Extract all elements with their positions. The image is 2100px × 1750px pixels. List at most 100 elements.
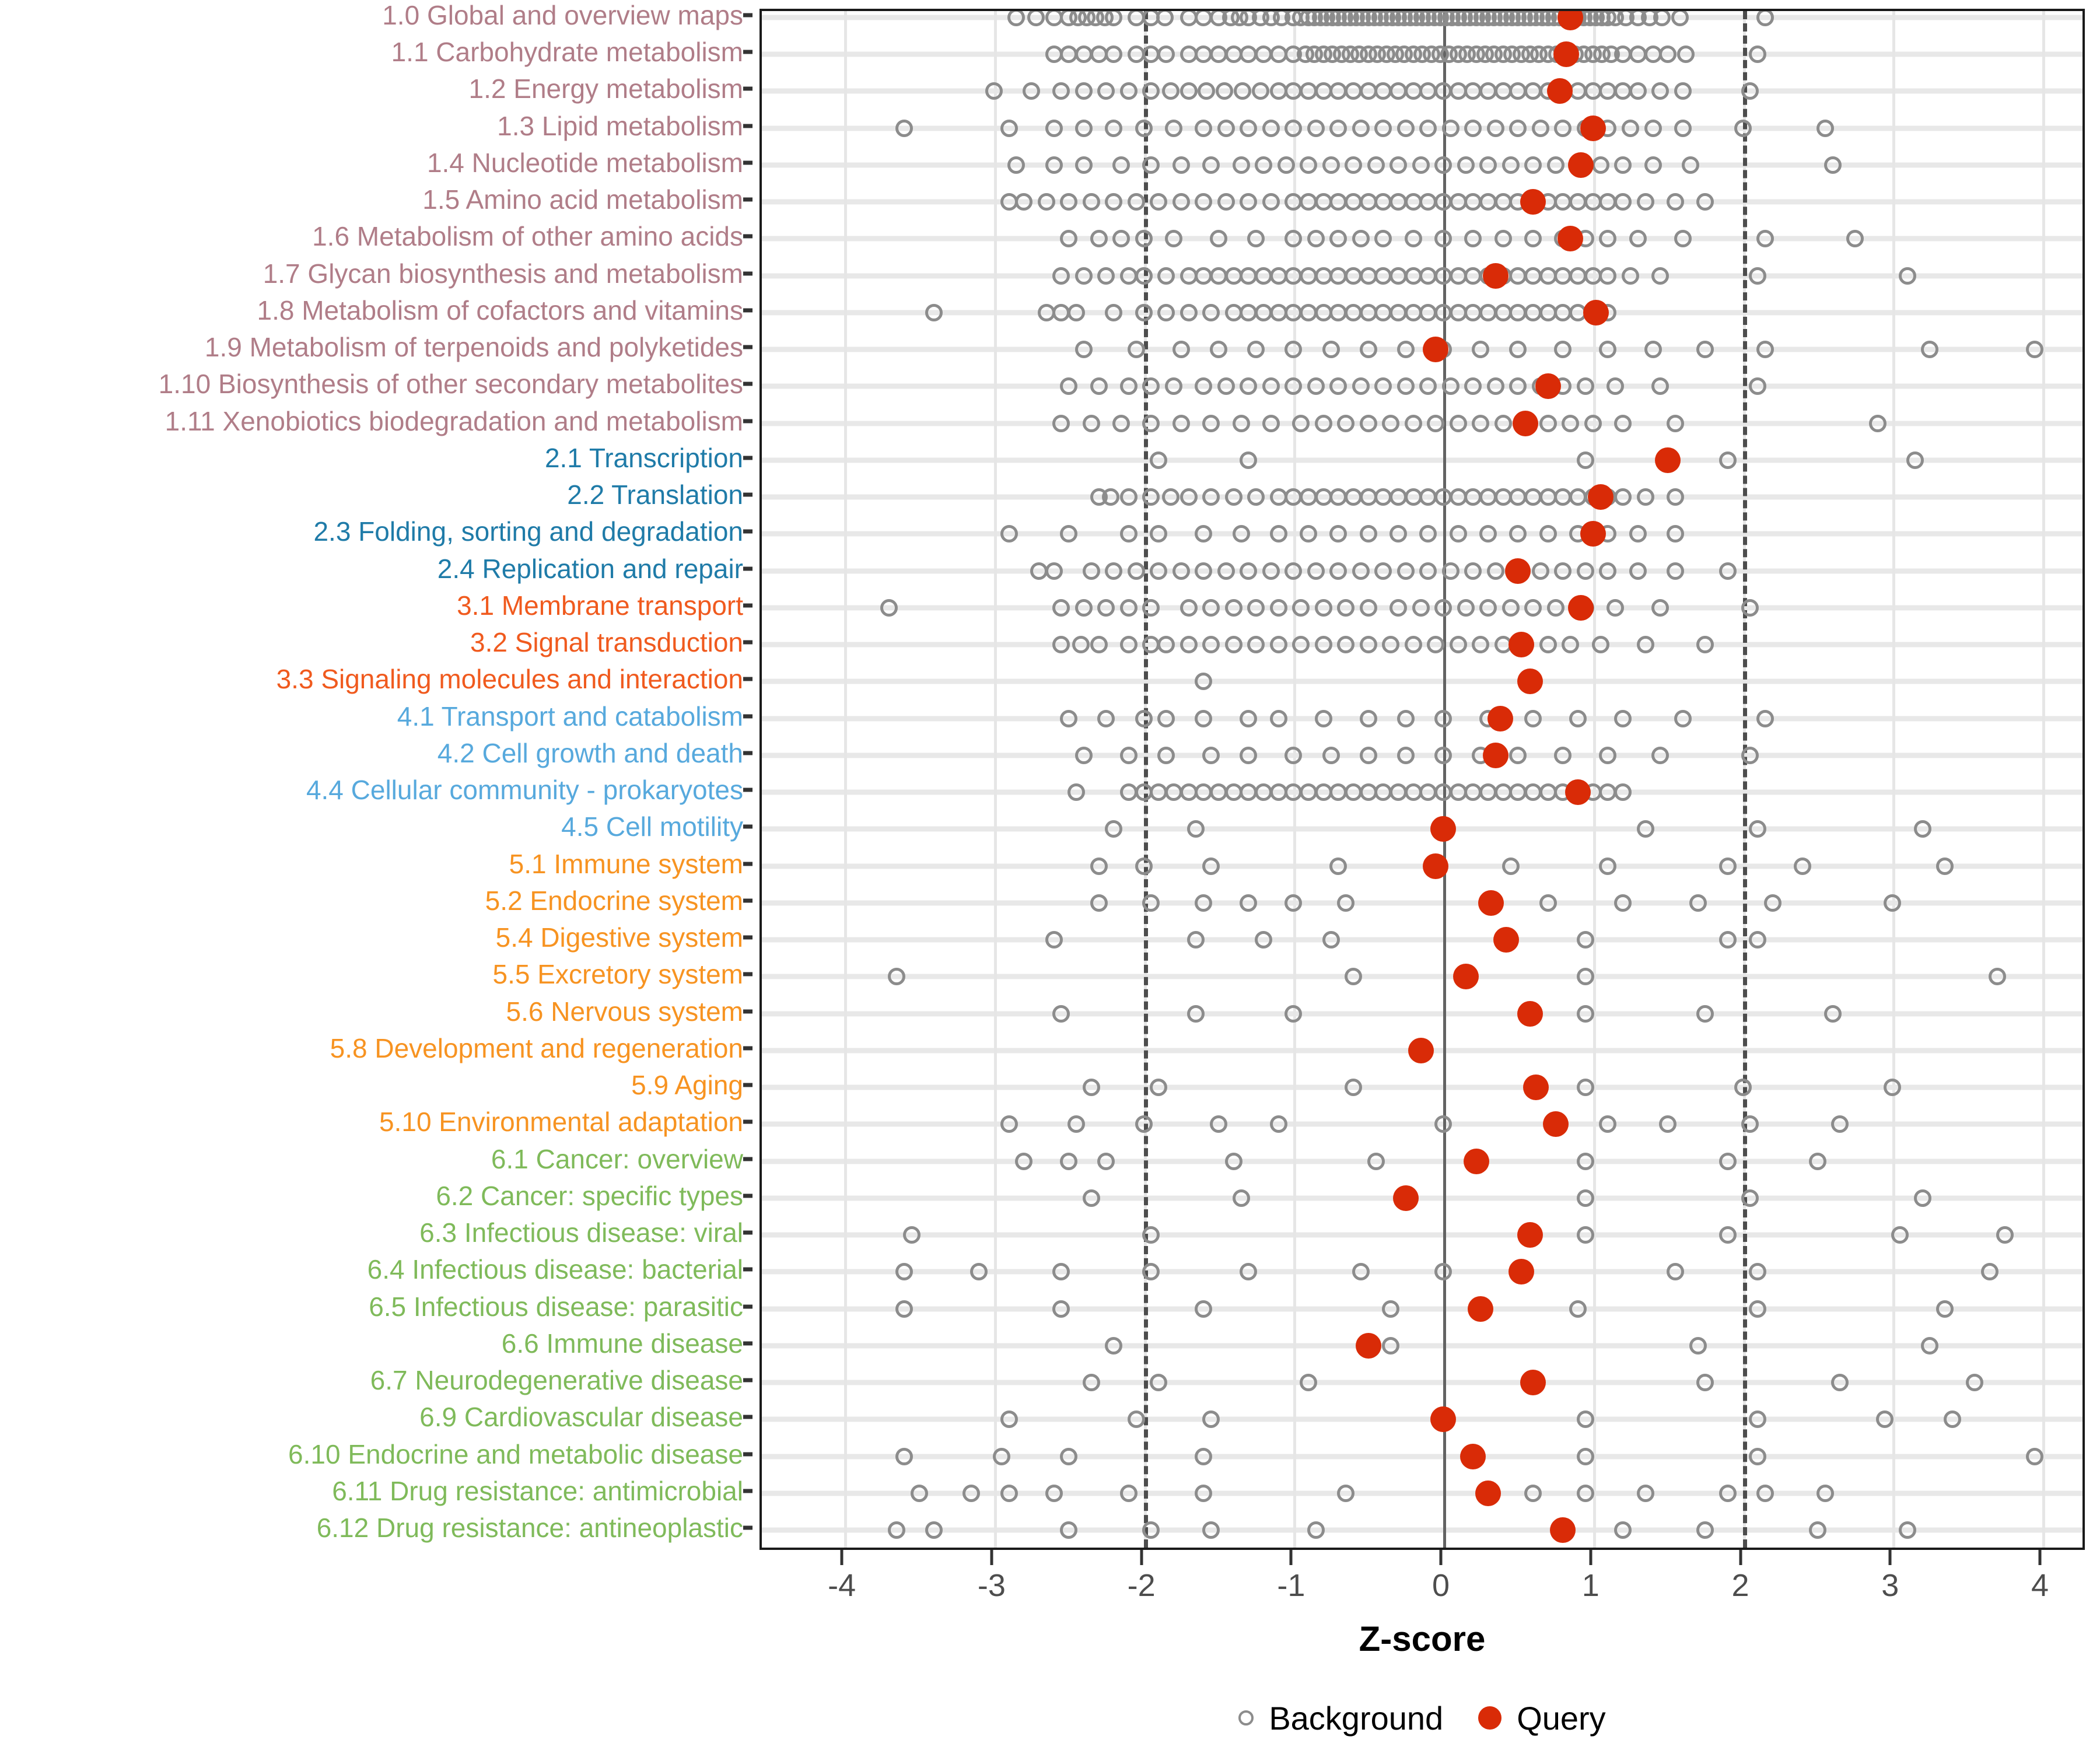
query-point[interactable] xyxy=(1568,594,1594,621)
background-point xyxy=(1142,82,1160,100)
row-gridline xyxy=(762,1490,2082,1496)
background-point xyxy=(1653,11,1671,26)
query-point[interactable] xyxy=(1493,927,1519,953)
background-point xyxy=(1142,1226,1160,1244)
background-point xyxy=(1202,488,1220,506)
y-axis-category-label: 1.7 Glycan biosynthesis and metabolism xyxy=(262,258,743,289)
query-point[interactable] xyxy=(1517,668,1543,695)
background-point xyxy=(1105,11,1123,26)
query-point[interactable] xyxy=(1463,1148,1489,1174)
y-axis-tick xyxy=(743,234,752,239)
query-point[interactable] xyxy=(1655,447,1681,473)
background-point xyxy=(1142,598,1160,617)
background-point xyxy=(1127,1410,1145,1429)
query-point[interactable] xyxy=(1517,1222,1543,1248)
background-point xyxy=(1157,267,1175,285)
background-point xyxy=(1015,1152,1033,1170)
background-point xyxy=(1314,636,1332,654)
legend-item-background[interactable]: Background xyxy=(1238,1699,1443,1737)
legend-item-query[interactable]: Query xyxy=(1478,1699,1606,1737)
query-point[interactable] xyxy=(1542,1111,1569,1138)
query-point[interactable] xyxy=(1452,964,1479,990)
query-point[interactable] xyxy=(1535,373,1561,400)
query-point[interactable] xyxy=(1583,299,1609,326)
query-point[interactable] xyxy=(1508,1259,1534,1285)
background-point xyxy=(1509,341,1527,359)
query-point[interactable] xyxy=(1565,779,1591,806)
background-point xyxy=(1831,1374,1849,1392)
background-point xyxy=(1180,303,1198,321)
query-point[interactable] xyxy=(1580,521,1606,547)
query-point[interactable] xyxy=(1475,1480,1502,1506)
background-point xyxy=(1569,1300,1587,1318)
background-point xyxy=(1180,488,1198,506)
background-point xyxy=(1329,377,1348,396)
background-point xyxy=(1142,894,1160,912)
background-point xyxy=(1374,562,1392,580)
background-point xyxy=(1337,636,1355,654)
query-point[interactable] xyxy=(1580,115,1606,141)
query-point[interactable] xyxy=(1478,890,1504,916)
background-point xyxy=(1277,156,1295,174)
query-point[interactable] xyxy=(1430,816,1457,842)
query-point[interactable] xyxy=(1423,337,1449,363)
query-point[interactable] xyxy=(1587,484,1614,510)
query-point[interactable] xyxy=(1547,78,1573,104)
background-point xyxy=(1352,562,1370,580)
query-point[interactable] xyxy=(1392,1185,1419,1211)
x-axis-tick-label: 2 xyxy=(1731,1568,1749,1603)
background-point xyxy=(1045,119,1063,137)
query-point[interactable] xyxy=(1482,742,1508,768)
query-point[interactable] xyxy=(1520,189,1546,215)
query-point[interactable] xyxy=(1430,1406,1457,1433)
query-point[interactable] xyxy=(1508,632,1534,658)
query-point[interactable] xyxy=(1460,1443,1486,1469)
background-point xyxy=(1119,377,1138,396)
x-axis-tick xyxy=(1589,1550,1592,1565)
background-point xyxy=(1884,1079,1902,1097)
background-point xyxy=(895,119,913,137)
background-point xyxy=(1322,746,1340,764)
background-point xyxy=(1074,598,1093,617)
background-point xyxy=(1734,119,1752,137)
background-point xyxy=(1119,82,1138,100)
background-point xyxy=(1696,1374,1714,1392)
query-point[interactable] xyxy=(1523,1074,1549,1101)
query-point[interactable] xyxy=(1558,11,1584,30)
query-point[interactable] xyxy=(1408,1037,1434,1063)
query-point[interactable] xyxy=(1505,558,1531,584)
background-point xyxy=(1195,525,1213,543)
query-point[interactable] xyxy=(1553,41,1579,68)
query-point[interactable] xyxy=(1558,226,1584,252)
query-point[interactable] xyxy=(1423,853,1449,879)
background-point xyxy=(1240,119,1258,137)
background-point xyxy=(1396,709,1415,727)
background-point xyxy=(1337,894,1355,912)
query-point[interactable] xyxy=(1468,1296,1494,1322)
background-point xyxy=(1434,598,1452,617)
background-point xyxy=(1195,673,1213,691)
query-point[interactable] xyxy=(1550,1517,1576,1543)
query-point[interactable] xyxy=(1568,152,1594,178)
y-axis-tick xyxy=(743,824,752,829)
background-point xyxy=(1614,1521,1632,1539)
background-point xyxy=(1921,341,1939,359)
query-point[interactable] xyxy=(1520,1370,1546,1396)
background-point xyxy=(1322,931,1340,949)
y-axis-category-label: 1.4 Nucleotide metabolism xyxy=(426,147,743,178)
y-axis-category-label: 1.5 Amino acid metabolism xyxy=(422,184,743,215)
background-point xyxy=(1224,598,1242,617)
y-axis-category-label: 2.1 Transcription xyxy=(544,442,743,473)
background-point xyxy=(1097,709,1115,727)
query-point[interactable] xyxy=(1482,262,1508,289)
query-point[interactable] xyxy=(1513,410,1539,436)
query-point[interactable] xyxy=(1487,705,1513,732)
background-point xyxy=(1352,1263,1370,1281)
y-axis-tick xyxy=(743,1157,752,1161)
query-point[interactable] xyxy=(1517,1000,1543,1027)
query-point[interactable] xyxy=(1355,1332,1381,1359)
background-point xyxy=(1345,1079,1363,1097)
x-gridline xyxy=(2042,11,2045,1548)
background-point xyxy=(1187,931,1205,949)
